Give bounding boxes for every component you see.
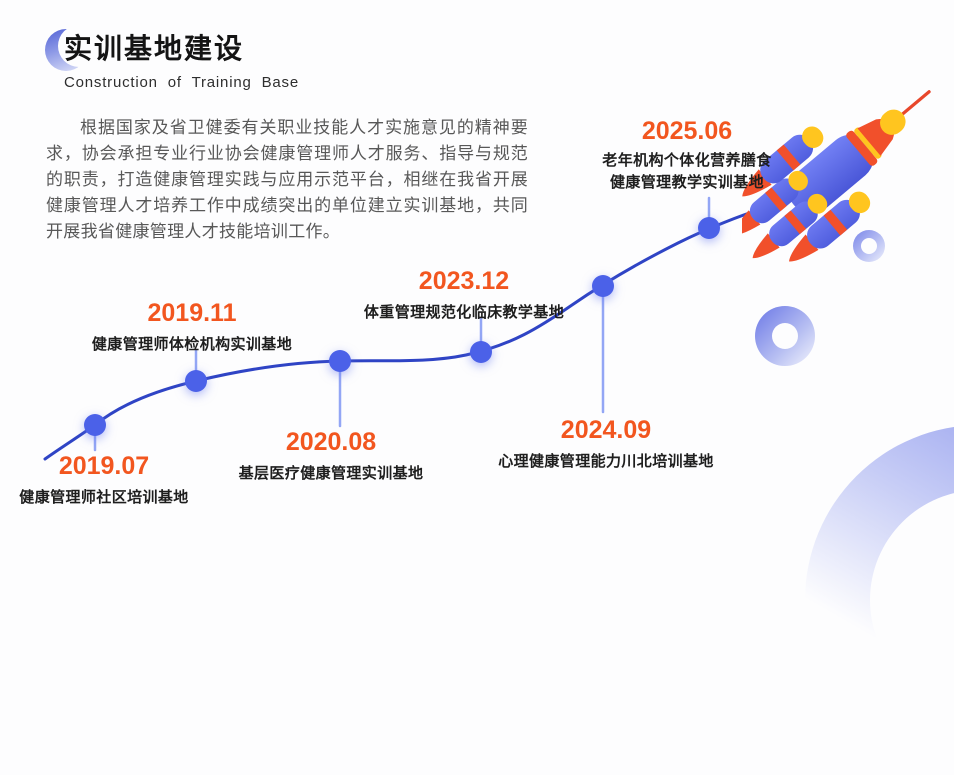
header: 实训基地建设 Construction of Training Base: [64, 27, 299, 91]
rocket-booster: [789, 191, 871, 262]
milestone-date: 2025.06: [641, 117, 733, 145]
rocket-booster: [752, 193, 828, 259]
rocket-body-ring-yellow: [854, 127, 882, 159]
timeline-milestone: 2020.08 基层医疗健康管理实训基地: [238, 428, 424, 483]
ring-decoration-small: [853, 230, 885, 262]
rocket-body: [788, 134, 874, 214]
timeline-milestone: 2025.06 老年机构个体化营养膳食健康管理教学实训基地: [596, 117, 778, 194]
milestone-date: 2024.09: [560, 416, 652, 444]
rocket-booster: [742, 170, 808, 236]
milestone-label: 心理健康管理能力川北培训基地: [498, 452, 714, 470]
title-crescent-decoration: [45, 25, 100, 71]
milestone-label: 老年机构个体化营养膳食健康管理教学实训基地: [602, 151, 772, 191]
milestone-label: 基层医疗健康管理实训基地: [238, 464, 424, 482]
timeline-curve: [43, 196, 780, 461]
rocket-booster: [742, 126, 824, 197]
timeline-milestone: 2019.07 健康管理师社区培训基地: [19, 452, 189, 507]
ring-decoration-medium: [755, 306, 815, 366]
milestone-date: 2019.07: [58, 452, 150, 480]
milestone-label: 健康管理师体检机构实训基地: [91, 335, 293, 353]
rocket-nose-tip: [880, 109, 906, 135]
page-title: 实训基地建设: [64, 33, 245, 64]
rocket-illustration: [742, 90, 931, 262]
milestone-date: 2019.11: [147, 299, 237, 327]
milestone-nodes: [84, 217, 720, 436]
timeline-milestone: 2024.09 心理健康管理能力川北培训基地: [498, 416, 714, 471]
rocket-body-ring-orange: [846, 130, 878, 166]
milestone-label: 健康管理师社区培训基地: [19, 488, 189, 506]
intro-paragraph: 根据国家及省卫健委有关职业技能人才实施意见的精神要求，协会承担专业行业协会健康管…: [46, 118, 528, 241]
milestone-date: 2023.12: [418, 267, 510, 295]
timeline-milestone: 2023.12 体重管理规范化临床教学基地: [363, 267, 565, 322]
growth-curve: [43, 202, 780, 461]
milestone-label: 体重管理规范化临床教学基地: [363, 303, 565, 321]
rocket-antenna: [900, 90, 931, 116]
page-subtitle: Construction of Training Base: [64, 74, 299, 91]
timeline-milestone: 2019.11 健康管理师体检机构实训基地: [91, 299, 293, 354]
milestone-date: 2020.08: [285, 428, 377, 456]
